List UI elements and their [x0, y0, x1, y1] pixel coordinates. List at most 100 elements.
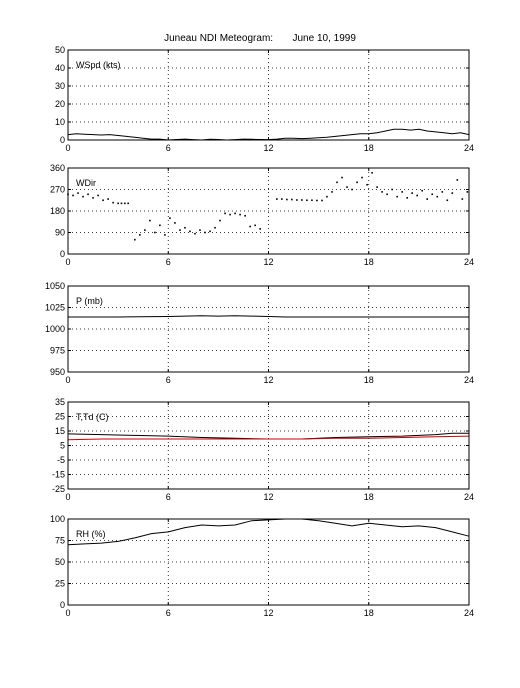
x-tick-label: 0: [65, 492, 70, 502]
series-line-2: [67, 435, 470, 441]
x-tick-label: 24: [464, 375, 474, 385]
y-tick-label: 0: [60, 600, 65, 610]
data-point: [102, 199, 104, 202]
data-point: [391, 188, 393, 191]
data-point: [144, 229, 146, 231]
data-point: [214, 226, 216, 229]
x-tick-label: 6: [166, 143, 171, 153]
data-point: [316, 199, 318, 202]
data-point: [341, 176, 343, 179]
y-tick-label: -5: [57, 455, 65, 465]
data-point: [421, 189, 424, 192]
y-tick-label: 0: [60, 135, 65, 145]
data-point: [296, 199, 298, 201]
y-tick-label: 25: [55, 412, 65, 422]
data-point: [154, 231, 156, 234]
data-point: [461, 198, 464, 200]
data-point: [87, 193, 89, 196]
data-point: [286, 198, 288, 201]
data-point: [281, 198, 283, 200]
y-tick-label: 20: [55, 99, 65, 109]
data-point: [306, 199, 308, 202]
data-point: [456, 179, 459, 181]
y-tick-label: 75: [55, 536, 65, 546]
data-point: [366, 183, 368, 186]
data-point: [239, 213, 241, 216]
data-point: [209, 230, 211, 233]
data-point: [134, 238, 136, 241]
y-tick-label: 360: [50, 163, 65, 173]
x-tick-label: 24: [464, 492, 474, 502]
data-point: [184, 226, 186, 229]
x-tick-label: 12: [263, 375, 273, 385]
y-tick-label: 1000: [45, 324, 65, 334]
panel-label: P (mb): [76, 296, 103, 306]
y-tick-label: 35: [55, 397, 65, 407]
data-point: [204, 231, 206, 234]
y-tick-label: 40: [55, 63, 65, 73]
data-point: [411, 192, 413, 194]
data-point: [356, 181, 358, 184]
data-point: [92, 197, 94, 199]
x-tick-label: 18: [364, 492, 374, 502]
data-point: [361, 176, 363, 179]
data-point: [117, 202, 119, 205]
data-point: [446, 199, 449, 202]
data-point: [169, 217, 171, 219]
data-point: [127, 202, 129, 205]
data-point: [311, 199, 313, 202]
data-point: [112, 201, 114, 204]
figure-title: Juneau NDI Meteogram: June 10, 1999: [164, 33, 356, 44]
data-point: [351, 188, 353, 191]
panel-5: 0 6 12 18 24 0 25 50 75 100 RH (%): [50, 514, 474, 618]
y-tick-label: 15: [55, 426, 65, 436]
data-point: [124, 202, 126, 205]
data-point: [164, 234, 166, 236]
x-tick-label: 12: [263, 257, 273, 267]
panel-label: T,Td (C): [76, 412, 109, 422]
data-point: [326, 195, 328, 198]
data-point: [276, 198, 278, 200]
data-point: [244, 214, 246, 217]
data-point: [396, 195, 398, 198]
data-point: [224, 212, 226, 215]
data-point: [189, 230, 191, 233]
x-tick-label: 24: [464, 257, 474, 267]
data-point: [259, 228, 261, 230]
x-tick-label: 24: [464, 608, 474, 618]
y-tick-label: 90: [55, 228, 65, 238]
x-tick-label: 6: [166, 492, 171, 502]
y-tick-label: 100: [50, 514, 65, 524]
y-tick-label: -25: [52, 484, 65, 494]
y-tick-label: 10: [55, 117, 65, 127]
y-tick-label: 975: [50, 346, 65, 356]
data-point: [107, 198, 109, 200]
x-tick-label: 12: [263, 608, 273, 618]
panel-1: 0 6 12 18 24 0 10 20 30 40 50 WSpd (kts): [55, 45, 474, 153]
data-point: [249, 225, 251, 228]
data-point: [234, 212, 236, 215]
y-tick-label: 270: [50, 185, 65, 195]
data-point: [406, 197, 408, 199]
data-point: [254, 224, 256, 227]
panel-label: WSpd (kts): [76, 60, 121, 70]
data-point: [331, 191, 333, 193]
data-point: [431, 193, 434, 196]
y-tick-label: 30: [55, 81, 65, 91]
x-tick-label: 0: [65, 143, 70, 153]
data-point: [426, 198, 429, 200]
x-tick-label: 18: [364, 143, 374, 153]
y-tick-label: 1025: [45, 303, 65, 313]
data-point: [381, 191, 383, 193]
y-tick-label: 50: [55, 45, 65, 55]
data-point: [441, 191, 444, 193]
data-point: [139, 234, 141, 236]
data-point: [336, 181, 338, 184]
x-tick-label: 12: [263, 143, 273, 153]
data-point: [229, 213, 231, 216]
data-point: [219, 219, 221, 222]
x-tick-label: 18: [364, 375, 374, 385]
data-point: [386, 193, 388, 196]
data-point: [72, 194, 74, 197]
y-tick-label: -15: [52, 470, 65, 480]
